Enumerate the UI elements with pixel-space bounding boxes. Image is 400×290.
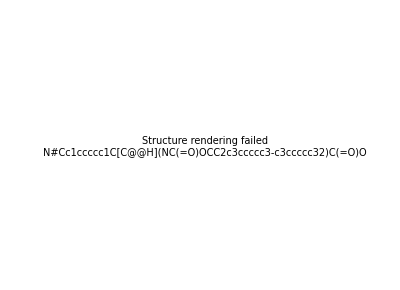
Text: Structure rendering failed
N#Cc1ccccc1C[C@@H](NC(=O)OCC2c3ccccc3-c3ccccc32)C(=O): Structure rendering failed N#Cc1ccccc1C[… (43, 136, 367, 157)
